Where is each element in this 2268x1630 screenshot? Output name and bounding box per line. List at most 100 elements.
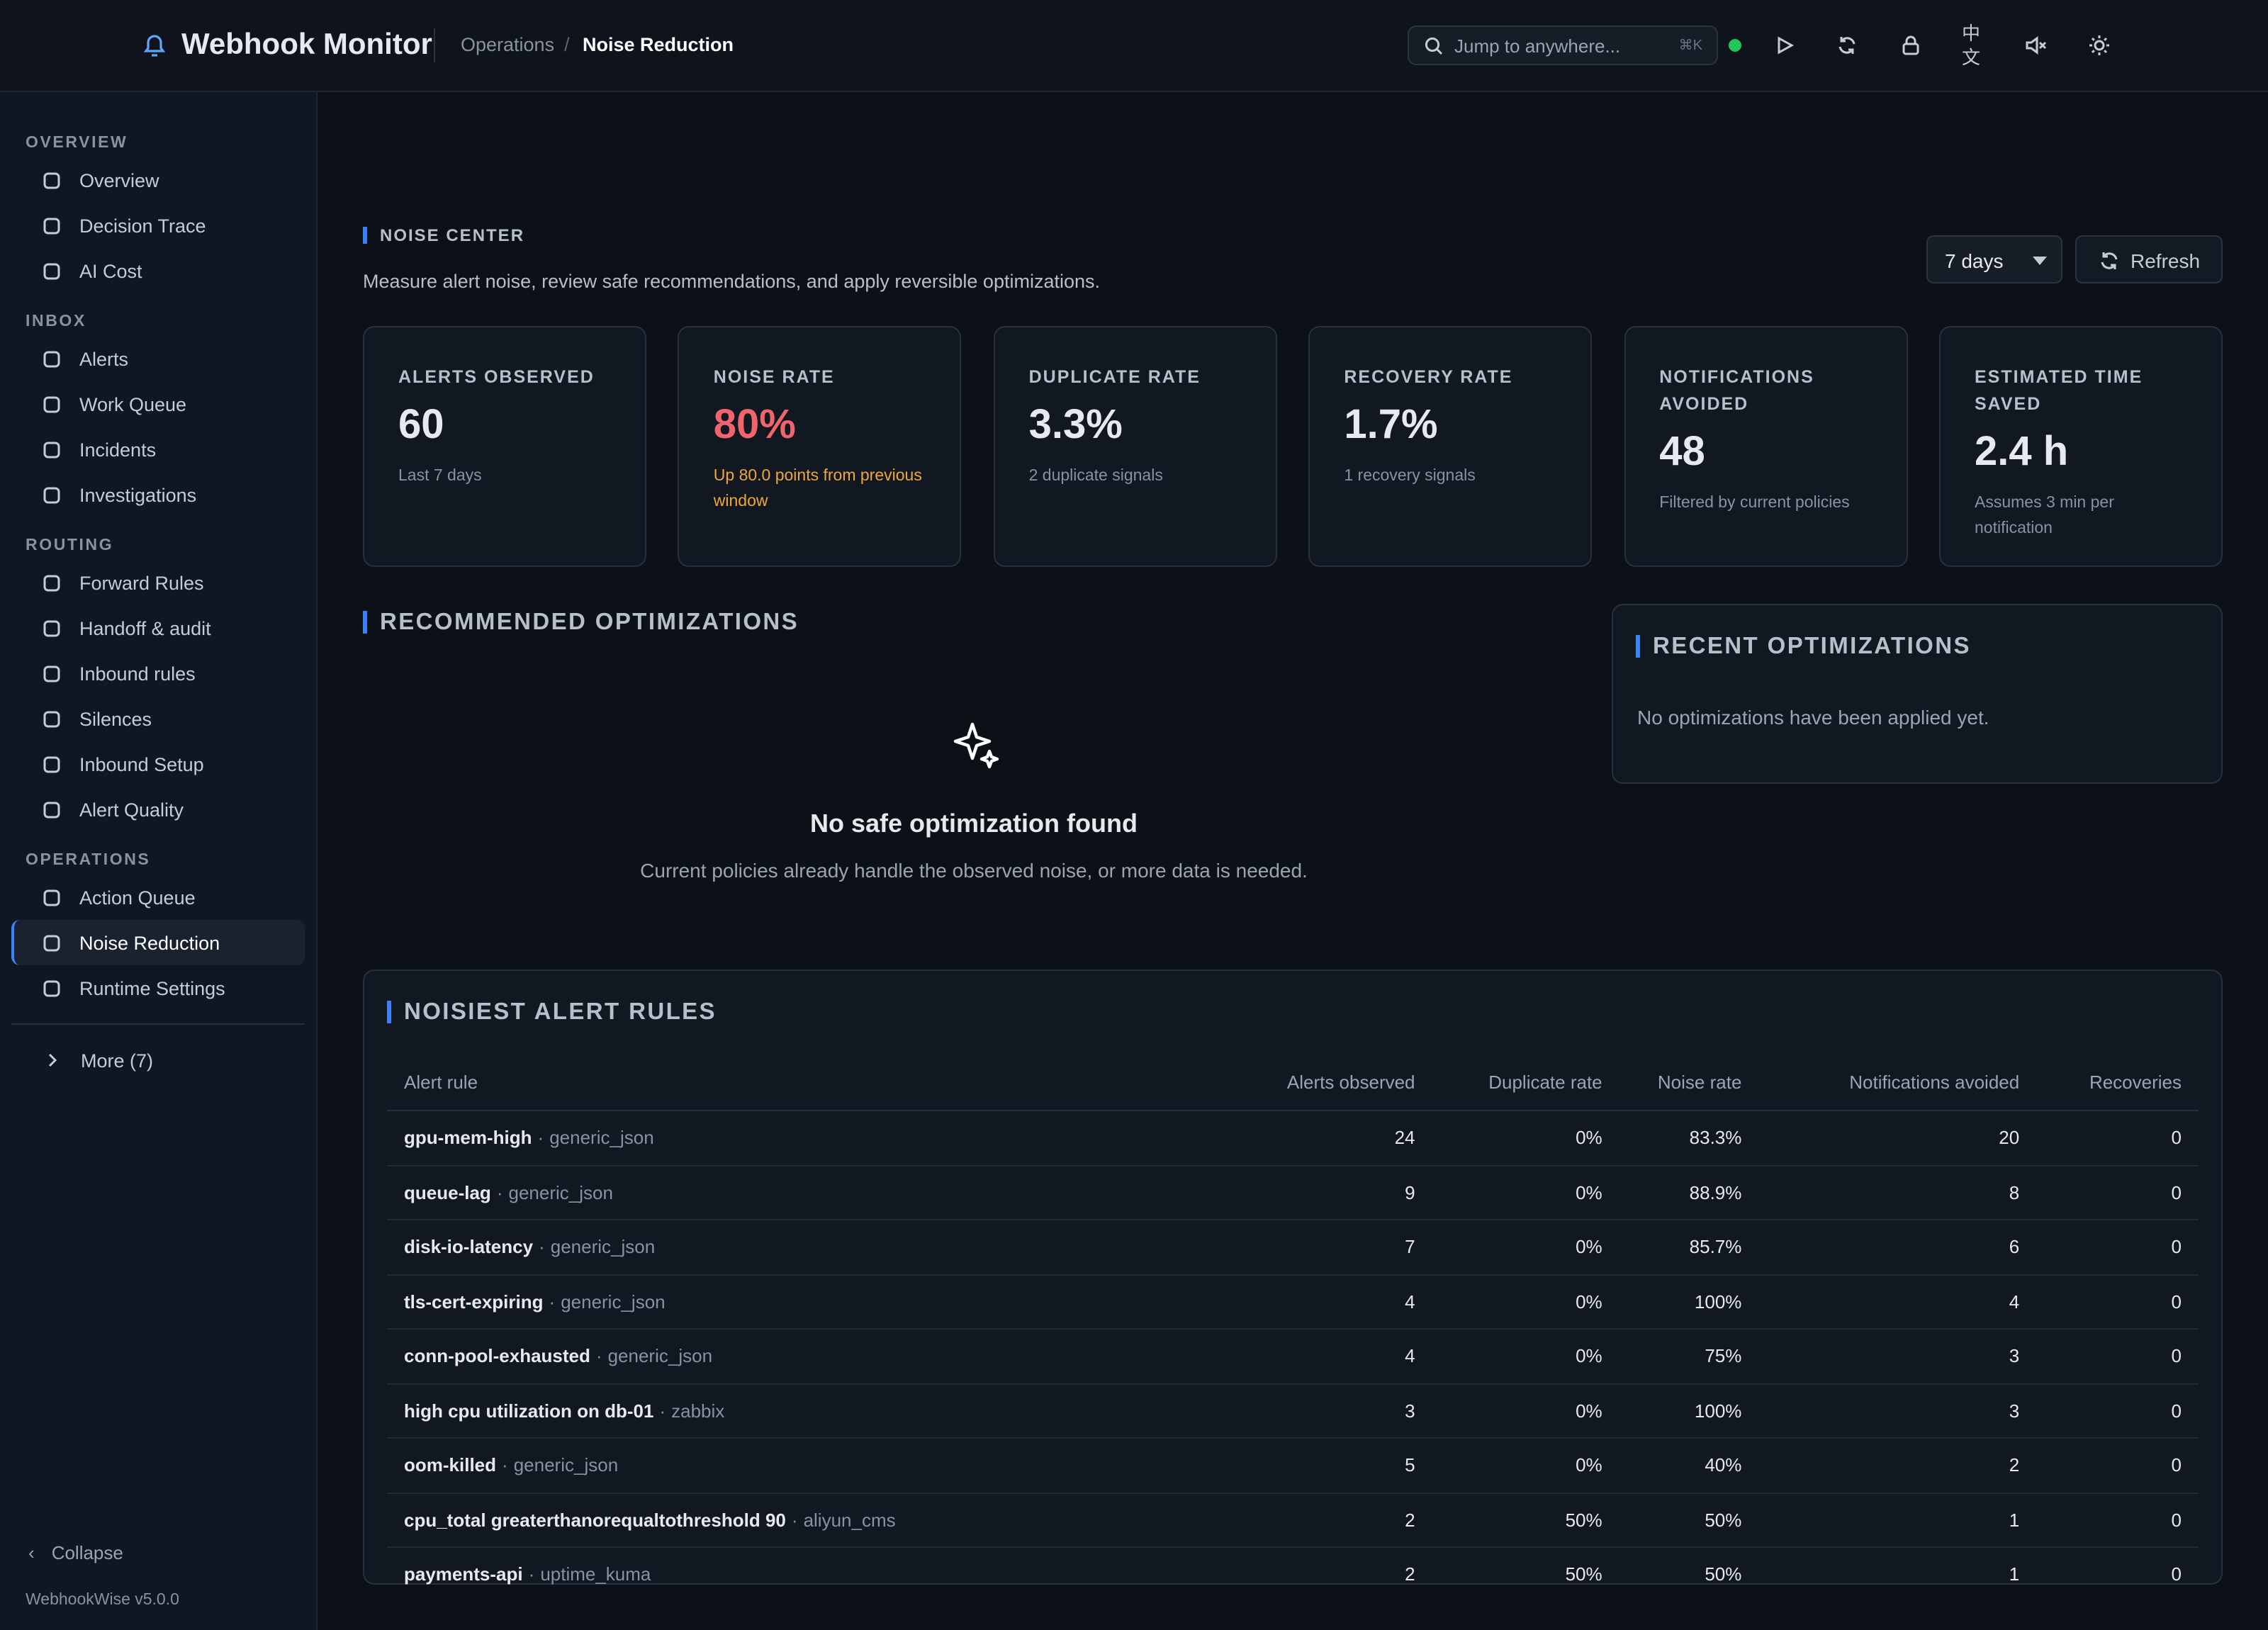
language-toggle[interactable]: 中文: [1962, 23, 1981, 68]
table-cell: 0: [2021, 1165, 2199, 1220]
mute-button[interactable]: [2026, 35, 2048, 55]
kpi-note: 1 recovery signals: [1344, 468, 1476, 485]
kpi-note: Up 80.0 points from previous window: [713, 468, 922, 510]
lock-button[interactable]: [1901, 34, 1921, 55]
nav-item[interactable]: Alerts: [11, 336, 305, 381]
nav-icon: [43, 350, 60, 367]
nav-item[interactable]: Investigations: [11, 472, 305, 517]
table-cell: 0: [2021, 1111, 2199, 1166]
kpi-value: 3.3%: [1028, 403, 1123, 448]
empty-text: No optimizations have been applied yet.: [1637, 706, 1989, 729]
table-cell: 50%: [1416, 1493, 1604, 1548]
nav-label: Noise Reduction: [79, 932, 220, 953]
nav-item[interactable]: Incidents: [11, 427, 305, 472]
rule-name: queue-lag: [404, 1181, 491, 1203]
kpi-card: ALERTS OBSERVED 60 Last 7 days: [363, 326, 646, 567]
rule-source: generic_json: [550, 1236, 656, 1258]
rule-source: generic_json: [513, 1454, 619, 1476]
empty-title: No safe optimization found: [810, 809, 1138, 838]
table-cell: 0: [2021, 1438, 2199, 1493]
kpi-note: Last 7 days: [398, 468, 482, 485]
nav-item[interactable]: Handoff & audit: [11, 605, 305, 651]
table-cell: 7: [1206, 1220, 1417, 1275]
divider: [11, 1023, 305, 1025]
table-cell: 0%: [1416, 1165, 1604, 1220]
version: WebhookWise v5.0.0: [26, 1592, 179, 1609]
search-shortcut: ⌘K: [1678, 38, 1702, 54]
nav-item[interactable]: Decision Trace: [11, 203, 305, 248]
rule-cell: queue-lag · generic_json: [387, 1165, 1206, 1220]
kpi-label: NOISE RATE: [713, 367, 835, 387]
nav-item[interactable]: Noise Reduction: [11, 920, 305, 965]
column-header: Duplicate rate: [1416, 1053, 1604, 1111]
table-cell: 3: [1743, 1383, 2021, 1439]
kpi-card: ESTIMATED TIME SAVED 2.4 h Assumes 3 min p…: [1939, 326, 2223, 567]
divider: [434, 28, 435, 62]
column-header: Noise rate: [1603, 1053, 1744, 1111]
nav-item[interactable]: Runtime Settings: [11, 965, 305, 1011]
separator: ·: [659, 1400, 666, 1422]
nav-label: AI Cost: [79, 260, 142, 281]
separator: ·: [537, 1127, 544, 1149]
kpi-note: Assumes 3 min per notification: [1975, 495, 2114, 537]
table-cell: 8: [1743, 1165, 2021, 1220]
rule-name: gpu-mem-high: [404, 1127, 532, 1149]
kpi-label: RECOVERY RATE: [1344, 367, 1513, 387]
breadcrumb-link[interactable]: Operations: [461, 34, 555, 55]
nav-icon: [43, 217, 60, 234]
table-row: cpu_total greaterthanorequaltothreshold …: [387, 1493, 2199, 1548]
table-row: disk-io-latency · generic_json 7 0% 85.7% 6 0: [387, 1220, 2199, 1275]
nav-item[interactable]: Action Queue: [11, 875, 305, 920]
collapse-button[interactable]: ‹ Collapse: [28, 1542, 123, 1563]
theme-button[interactable]: [2088, 34, 2111, 57]
rule-cell: oom-killed · generic_json: [387, 1438, 1206, 1493]
table-cell: 20: [1743, 1111, 2021, 1166]
kpi-label: ALERTS OBSERVED: [398, 367, 595, 387]
reload-button[interactable]: [1837, 35, 1857, 55]
play-button[interactable]: [1775, 35, 1795, 55]
sparkle-icon: [953, 722, 999, 769]
nav-item[interactable]: Work Queue: [11, 381, 305, 427]
kpi-value: 48: [1659, 429, 1705, 475]
kpi-value: 1.7%: [1344, 403, 1438, 448]
table-cell: 0%: [1416, 1438, 1604, 1493]
nav-icon: [43, 395, 60, 412]
table-row: tls-cert-expiring · generic_json 4 0% 100% 4 0: [387, 1274, 2199, 1330]
nav-item[interactable]: Silences: [11, 696, 305, 741]
rule-cell: gpu-mem-high · generic_json: [387, 1111, 1206, 1166]
nav-item[interactable]: Overview: [11, 157, 305, 203]
nav-item[interactable]: Forward Rules: [11, 560, 305, 605]
range-select[interactable]: 7 days: [1926, 235, 2062, 283]
section-title: NOISIEST ALERT RULES: [387, 1001, 717, 1024]
nav-item[interactable]: AI Cost: [11, 248, 305, 293]
chevron: ‹: [28, 1542, 35, 1563]
empty-text: Current policies already handle the obse…: [640, 859, 1308, 882]
table-cell: 0: [2021, 1493, 2199, 1548]
table-row: oom-killed · generic_json 5 0% 40% 2 0: [387, 1438, 2199, 1493]
nav-item[interactable]: Alert Quality: [11, 787, 305, 832]
refresh-button[interactable]: Refresh: [2075, 235, 2223, 283]
nav-label: Handoff & audit: [79, 617, 211, 639]
table-row: gpu-mem-high · generic_json 24 0% 83.3% 20 0: [387, 1111, 2199, 1166]
column-header: Notifications avoided: [1743, 1053, 2021, 1111]
table-cell: 0%: [1416, 1274, 1604, 1330]
table-cell: 0: [2171, 1563, 2182, 1585]
nav-item[interactable]: Inbound rules: [11, 651, 305, 696]
table-cell: 50%: [1603, 1493, 1744, 1548]
separator: ·: [496, 1181, 503, 1203]
rule-name: high cpu utilization on db-01: [404, 1400, 654, 1422]
nav-label: Alerts: [79, 348, 129, 369]
kpi-note: 2 duplicate signals: [1028, 468, 1163, 485]
more-toggle[interactable]: More (7): [11, 1038, 305, 1083]
kpi-card: RECOVERY RATE 1.7% 1 recovery signals: [1308, 326, 1593, 567]
nav-icon: [43, 486, 60, 503]
table-cell: 0: [2021, 1329, 2199, 1384]
search-box[interactable]: Jump to anywhere... ⌘K: [1408, 26, 1718, 65]
nav-icon: [43, 710, 60, 727]
search-icon: [1425, 37, 1443, 55]
nav-label: Investigations: [79, 484, 197, 505]
caret: [2033, 257, 2047, 265]
nav-item[interactable]: Inbound Setup: [11, 741, 305, 787]
more-label: More (7): [81, 1050, 154, 1071]
rule-name: cpu_total greaterthanorequaltothreshold …: [404, 1509, 786, 1531]
